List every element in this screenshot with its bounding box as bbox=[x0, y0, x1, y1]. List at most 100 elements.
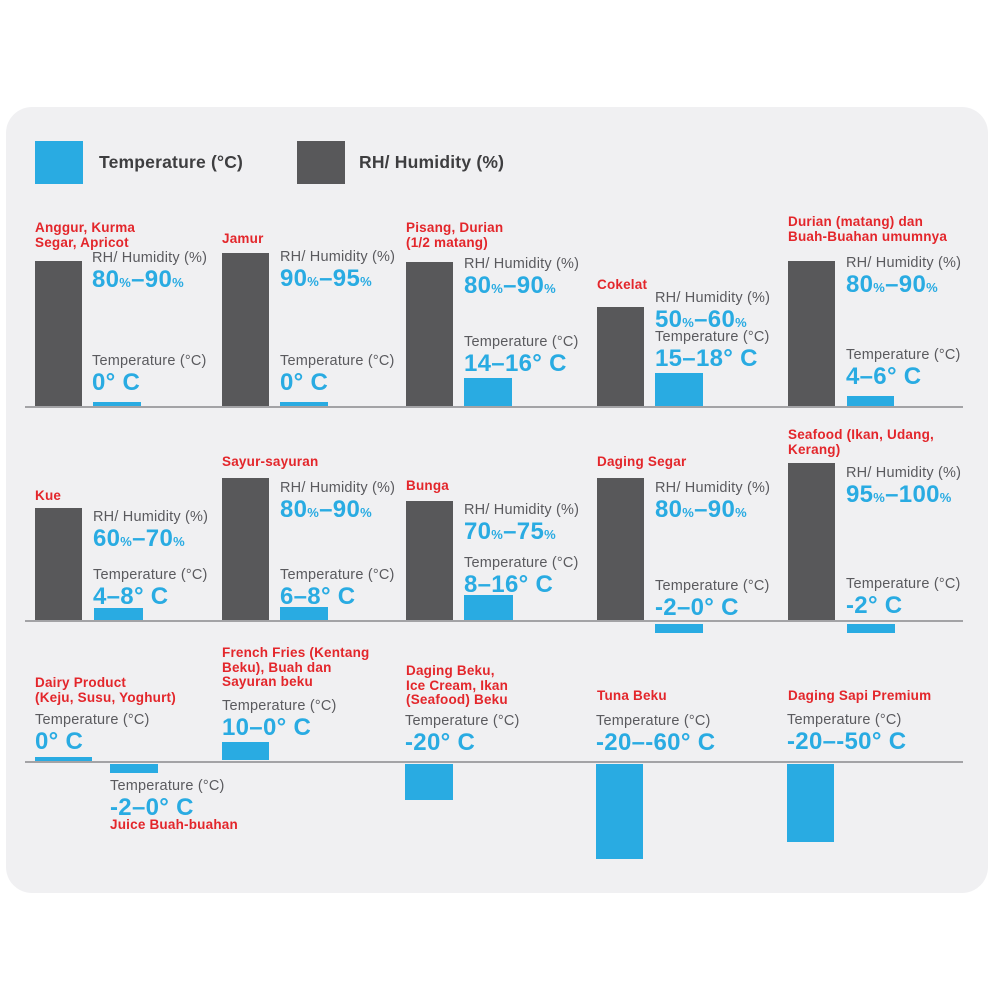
humidity-bar bbox=[597, 307, 644, 406]
humidity-value: 80%–90% bbox=[846, 271, 938, 298]
temperature-value: 0° C bbox=[35, 728, 84, 755]
temperature-bar bbox=[655, 373, 703, 406]
product-title: Sayur-sayuran bbox=[222, 454, 319, 469]
legend-temperature-swatch bbox=[35, 141, 83, 184]
temperature-value: 4–6° C bbox=[846, 363, 922, 390]
temperature-bar bbox=[405, 764, 453, 800]
humidity-bar bbox=[597, 478, 644, 620]
temperature-label: Temperature (°C) bbox=[655, 578, 770, 594]
product-title: Jamur bbox=[222, 231, 264, 246]
temperature-label: Temperature (°C) bbox=[464, 555, 579, 571]
humidity-value: 60%–70% bbox=[93, 525, 185, 552]
temperature-bar bbox=[787, 764, 834, 842]
humidity-value: 80%–90% bbox=[655, 496, 747, 523]
humidity-value: 95%–100% bbox=[846, 481, 952, 508]
temperature-value: 0° C bbox=[92, 369, 141, 396]
temperature-bar bbox=[222, 742, 269, 760]
product-title: Pisang, Durian (1/2 matang) bbox=[406, 220, 504, 250]
temperature-label: Temperature (°C) bbox=[93, 567, 208, 583]
legend-humidity-label: RH/ Humidity (%) bbox=[359, 152, 505, 172]
temperature-label: Temperature (°C) bbox=[110, 778, 225, 794]
humidity-label: RH/ Humidity (%) bbox=[846, 465, 962, 481]
temperature-bar bbox=[93, 402, 141, 406]
row2-baseline bbox=[25, 620, 963, 622]
temperature-bar bbox=[596, 764, 643, 859]
temperature-bar bbox=[847, 396, 894, 406]
temperature-label: Temperature (°C) bbox=[846, 347, 961, 363]
temperature-value: 0° C bbox=[280, 369, 329, 396]
temperature-label: Temperature (°C) bbox=[280, 567, 395, 583]
humidity-value: 50%–60% bbox=[655, 306, 747, 333]
temperature-bar bbox=[110, 764, 158, 773]
temperature-value: 10–0° C bbox=[222, 714, 312, 741]
temperature-value: 6–8° C bbox=[280, 583, 356, 610]
temperature-label: Temperature (°C) bbox=[655, 329, 770, 345]
product-title: Daging Segar bbox=[597, 454, 687, 469]
temperature-bar bbox=[280, 402, 328, 406]
humidity-label: RH/ Humidity (%) bbox=[280, 249, 396, 265]
product-title: Daging Beku, Ice Cream, Ikan (Seafood) B… bbox=[406, 663, 509, 707]
product-title: Durian (matang) dan Buah-Buahan umumnya bbox=[788, 214, 948, 244]
humidity-value: 80%–90% bbox=[280, 496, 372, 523]
humidity-bar bbox=[35, 508, 82, 620]
temperature-label: Temperature (°C) bbox=[405, 713, 520, 729]
temperature-value: -20–-60° C bbox=[596, 729, 716, 756]
row3-baseline bbox=[25, 761, 963, 763]
product-title: Cokelat bbox=[597, 277, 648, 292]
humidity-bar bbox=[35, 261, 82, 406]
temperature-bar bbox=[655, 624, 703, 633]
humidity-value: 70%–75% bbox=[464, 518, 556, 545]
temperature-label: Temperature (°C) bbox=[596, 713, 711, 729]
legend-humidity-swatch bbox=[297, 141, 345, 184]
humidity-label: RH/ Humidity (%) bbox=[280, 480, 396, 496]
humidity-bar bbox=[406, 501, 453, 620]
humidity-label: RH/ Humidity (%) bbox=[655, 290, 771, 306]
temperature-value: -2–0° C bbox=[655, 594, 739, 621]
humidity-label: RH/ Humidity (%) bbox=[846, 255, 962, 271]
temperature-label: Temperature (°C) bbox=[222, 698, 337, 714]
temperature-value: -20–-50° C bbox=[787, 728, 907, 755]
temperature-label: Temperature (°C) bbox=[464, 334, 579, 350]
product-title: Daging Sapi Premium bbox=[788, 688, 932, 703]
temperature-bar bbox=[94, 608, 143, 620]
temperature-bar bbox=[847, 624, 895, 633]
humidity-label: RH/ Humidity (%) bbox=[464, 256, 580, 272]
temperature-value: 15–18° C bbox=[655, 345, 758, 372]
humidity-value: 90%–95% bbox=[280, 265, 372, 292]
temperature-bar bbox=[35, 757, 92, 761]
row1-baseline bbox=[25, 406, 963, 408]
temperature-value: -20° C bbox=[405, 729, 476, 756]
temperature-bar bbox=[280, 607, 328, 620]
temperature-value: 4–8° C bbox=[93, 583, 169, 610]
humidity-label: RH/ Humidity (%) bbox=[655, 480, 771, 496]
temperature-label: Temperature (°C) bbox=[35, 712, 150, 728]
product-title: Kue bbox=[35, 488, 62, 503]
humidity-bar bbox=[788, 463, 835, 620]
humidity-bar bbox=[222, 478, 269, 620]
product-title: Anggur, Kurma Segar, Apricot bbox=[35, 220, 136, 250]
temperature-label: Temperature (°C) bbox=[92, 353, 207, 369]
temperature-label: Temperature (°C) bbox=[787, 712, 902, 728]
humidity-label: RH/ Humidity (%) bbox=[464, 502, 580, 518]
product-title: Bunga bbox=[406, 478, 449, 493]
humidity-label: RH/ Humidity (%) bbox=[92, 250, 208, 266]
temperature-value: -2–0° C bbox=[110, 794, 194, 821]
temperature-value: 8–16° C bbox=[464, 571, 554, 598]
humidity-bar bbox=[788, 261, 835, 406]
humidity-value: 80%–90% bbox=[92, 266, 184, 293]
product-title: Juice Buah-buahan bbox=[110, 817, 238, 832]
temperature-value: 14–16° C bbox=[464, 350, 567, 377]
product-title: French Fries (Kentang Beku), Buah dan Sa… bbox=[222, 645, 370, 689]
product-title: Seafood (Ikan, Udang, Kerang) bbox=[788, 427, 934, 457]
temperature-label: Temperature (°C) bbox=[846, 576, 961, 592]
humidity-bar bbox=[406, 262, 453, 406]
humidity-label: RH/ Humidity (%) bbox=[93, 509, 209, 525]
temperature-label: Temperature (°C) bbox=[280, 353, 395, 369]
temperature-bar bbox=[464, 378, 512, 406]
temperature-bar bbox=[464, 595, 513, 620]
product-title: Tuna Beku bbox=[597, 688, 667, 703]
humidity-bar bbox=[222, 253, 269, 406]
legend-temperature-label: Temperature (°C) bbox=[99, 152, 244, 172]
product-title: Dairy Product (Keju, Susu, Yoghurt) bbox=[35, 675, 176, 705]
